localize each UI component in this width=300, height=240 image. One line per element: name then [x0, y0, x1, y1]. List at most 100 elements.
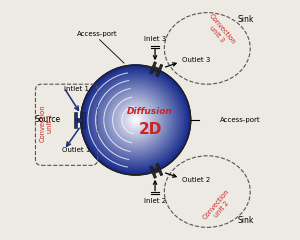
Circle shape: [112, 97, 159, 143]
Circle shape: [130, 114, 141, 126]
Circle shape: [99, 83, 173, 157]
Text: Convection
unit 2: Convection unit 2: [202, 188, 236, 226]
Polygon shape: [156, 64, 163, 77]
Circle shape: [115, 99, 156, 141]
Text: Sink: Sink: [237, 15, 254, 24]
Circle shape: [106, 90, 166, 150]
Circle shape: [123, 108, 148, 132]
Text: Source: Source: [34, 115, 60, 125]
Text: Inlet 3: Inlet 3: [144, 36, 166, 42]
Circle shape: [103, 87, 169, 153]
Text: Outlet 2: Outlet 2: [182, 177, 211, 183]
Circle shape: [82, 66, 189, 174]
Polygon shape: [150, 62, 157, 74]
Circle shape: [86, 71, 185, 169]
Circle shape: [126, 110, 145, 130]
Circle shape: [128, 112, 144, 128]
Circle shape: [86, 71, 185, 169]
Circle shape: [133, 117, 138, 123]
Polygon shape: [154, 168, 159, 174]
Text: Sink: Sink: [237, 216, 254, 225]
Circle shape: [121, 105, 151, 135]
Circle shape: [107, 91, 164, 149]
Circle shape: [129, 113, 142, 127]
Circle shape: [111, 95, 160, 145]
Circle shape: [83, 68, 188, 172]
Circle shape: [94, 79, 177, 161]
Circle shape: [122, 106, 149, 134]
Circle shape: [101, 86, 170, 154]
Circle shape: [116, 101, 155, 139]
Circle shape: [81, 65, 190, 175]
Circle shape: [119, 103, 152, 137]
Circle shape: [92, 76, 180, 164]
Circle shape: [134, 119, 137, 121]
Circle shape: [129, 113, 142, 127]
Circle shape: [92, 76, 180, 164]
Text: 2D: 2D: [138, 122, 162, 137]
Circle shape: [125, 109, 147, 131]
Circle shape: [125, 109, 147, 131]
Circle shape: [93, 78, 178, 162]
Circle shape: [112, 97, 159, 143]
Text: Outlet 3: Outlet 3: [182, 57, 211, 63]
Circle shape: [108, 93, 163, 147]
Text: Diffusion: Diffusion: [127, 107, 173, 116]
Text: Inlet 2: Inlet 2: [144, 198, 166, 204]
Circle shape: [126, 110, 145, 130]
Circle shape: [83, 68, 188, 172]
Circle shape: [118, 102, 154, 138]
Circle shape: [96, 80, 176, 160]
Circle shape: [110, 94, 162, 146]
Polygon shape: [154, 66, 159, 72]
Circle shape: [99, 83, 173, 157]
Circle shape: [100, 84, 171, 156]
Circle shape: [97, 82, 174, 158]
Text: Intlet 1: Intlet 1: [64, 86, 88, 92]
Circle shape: [81, 65, 190, 175]
Circle shape: [90, 75, 181, 165]
Circle shape: [134, 119, 137, 121]
Circle shape: [114, 98, 158, 142]
Text: Access-port: Access-port: [220, 117, 261, 123]
Circle shape: [122, 106, 149, 134]
Circle shape: [130, 114, 141, 126]
Circle shape: [85, 69, 186, 171]
Polygon shape: [74, 112, 77, 128]
Circle shape: [101, 86, 170, 154]
Circle shape: [106, 90, 166, 150]
Circle shape: [104, 89, 167, 151]
Polygon shape: [82, 112, 85, 128]
Circle shape: [132, 116, 140, 124]
Circle shape: [90, 75, 181, 165]
Circle shape: [104, 89, 167, 151]
Circle shape: [93, 78, 178, 162]
Text: Access-port: Access-port: [77, 31, 118, 37]
Circle shape: [100, 84, 171, 156]
Text: Convection
unit 1: Convection unit 1: [40, 105, 53, 142]
Circle shape: [89, 73, 182, 167]
Circle shape: [116, 101, 155, 139]
Polygon shape: [77, 118, 82, 122]
Circle shape: [82, 66, 189, 174]
Circle shape: [110, 94, 162, 146]
Circle shape: [123, 108, 148, 132]
Circle shape: [89, 73, 182, 167]
Circle shape: [111, 95, 160, 145]
Circle shape: [88, 72, 184, 168]
Circle shape: [128, 112, 144, 128]
Circle shape: [115, 99, 156, 141]
Polygon shape: [150, 166, 157, 178]
Circle shape: [85, 69, 186, 171]
Circle shape: [94, 79, 177, 161]
Text: Outlet 1: Outlet 1: [62, 147, 90, 153]
Circle shape: [96, 80, 176, 160]
Circle shape: [118, 102, 154, 138]
Circle shape: [107, 91, 164, 149]
Circle shape: [88, 72, 184, 168]
Circle shape: [121, 105, 151, 135]
Circle shape: [97, 82, 174, 158]
Circle shape: [108, 93, 163, 147]
Circle shape: [103, 87, 169, 153]
Circle shape: [119, 103, 152, 137]
